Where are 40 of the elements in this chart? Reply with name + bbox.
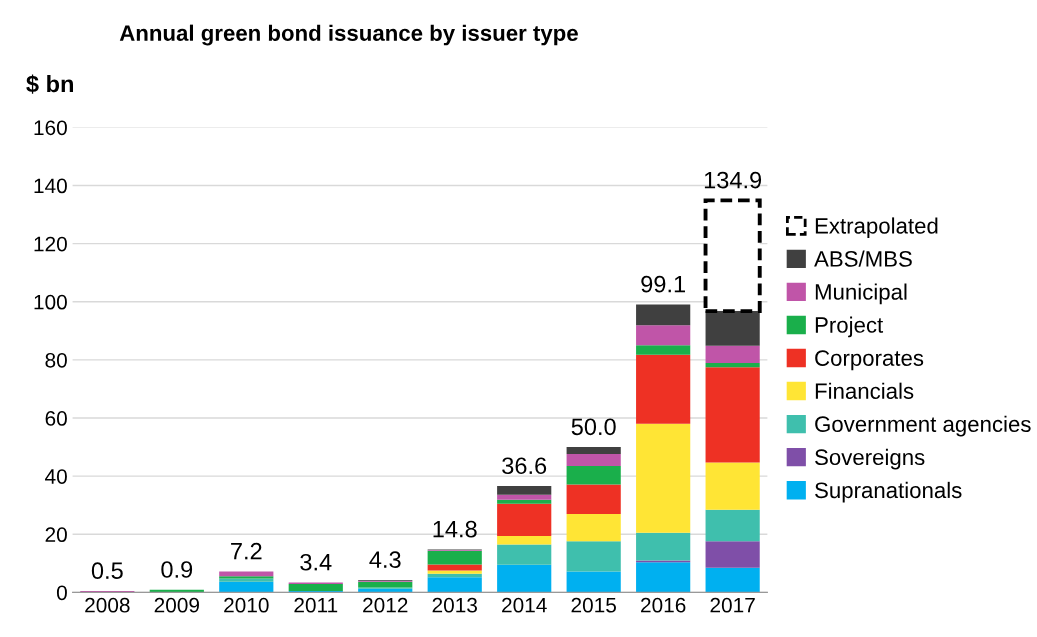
x-tick-label: 2014: [502, 597, 547, 613]
x-tick-label: 2009: [154, 597, 199, 613]
legend-label: Supranationals: [815, 481, 962, 503]
total-label: 134.9: [704, 171, 762, 189]
y-tick-label: 120: [34, 236, 67, 252]
y-axis-title: $ bn: [26, 74, 73, 94]
total-label: 7.2: [231, 542, 262, 560]
total-label: 14.8: [433, 520, 477, 538]
y-tick-label: 40: [45, 469, 67, 484]
total-label: 50.0: [571, 418, 616, 436]
x-tick-label: 2011: [294, 597, 338, 613]
x-tick-label: 2015: [571, 597, 616, 613]
x-tick-label: 2010: [224, 597, 269, 613]
total-label: 4.3: [369, 551, 401, 568]
legend-label: Government agencies: [815, 415, 1031, 437]
x-tick-label: 2013: [432, 597, 477, 613]
legend-label: Sovereigns: [815, 448, 925, 470]
legend-label: Project: [815, 316, 884, 338]
total-label: 0.9: [161, 561, 193, 578]
legend-label: Municipal: [815, 283, 907, 305]
y-tick-label: 100: [34, 294, 67, 310]
total-label: 99.1: [641, 275, 685, 293]
x-tick-label: 2008: [85, 597, 130, 613]
x-tick-label: 2016: [641, 597, 686, 613]
x-tick-label: 2017: [710, 597, 755, 613]
total-label: 3.4: [300, 553, 332, 571]
legend-label: Financials: [815, 382, 914, 399]
legend-label: Extrapolated: [815, 217, 938, 239]
y-tick-label: 0: [56, 585, 67, 601]
total-label: 0.5: [91, 562, 123, 580]
y-tick-label: 140: [34, 178, 67, 194]
chart-title: Annual green bond issuance by issuer type: [119, 24, 578, 46]
y-tick-label: 20: [45, 527, 67, 543]
legend-label: ABS/MBS: [814, 250, 912, 267]
x-tick-label: 2012: [363, 597, 408, 613]
total-label: 36.6: [502, 457, 547, 475]
y-tick-label: 60: [45, 411, 67, 426]
y-tick-label: 160: [34, 120, 67, 136]
legend-label: Corporates: [815, 350, 924, 371]
y-tick-label: 80: [45, 352, 67, 368]
